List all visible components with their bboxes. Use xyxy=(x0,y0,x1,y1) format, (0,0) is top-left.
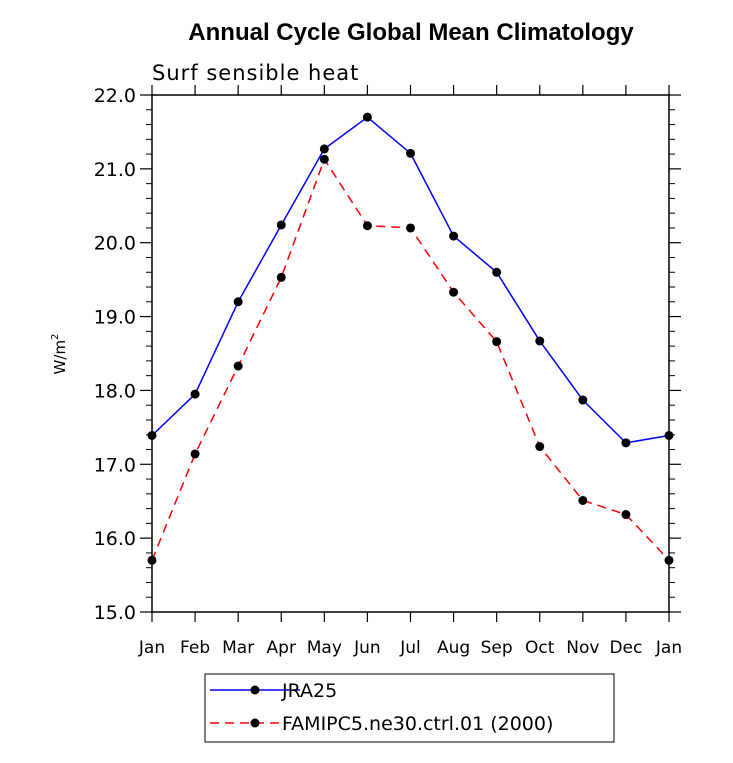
plot-frame xyxy=(151,94,670,613)
svg-text:W/m2: W/m2 xyxy=(50,334,69,375)
x-tick-label: Apr xyxy=(267,638,296,658)
x-tick-label: Nov xyxy=(566,638,599,658)
x-tick-label: Aug xyxy=(437,638,470,658)
y-axis-label-text: W/m xyxy=(51,340,69,375)
x-tick-label: Oct xyxy=(525,638,555,658)
chart-title: Annual Cycle Global Mean Climatology xyxy=(188,19,634,46)
data-point-famipc5 xyxy=(233,361,243,371)
x-tick-label: Mar xyxy=(222,638,254,658)
data-point-famipc5 xyxy=(449,287,459,297)
legend-marker-jra25 xyxy=(250,685,260,695)
y-tick-label: 17.0 xyxy=(94,454,136,476)
axis-ticks xyxy=(140,85,681,622)
data-point-jra25 xyxy=(319,144,329,154)
legend-label-jra25: JRA25 xyxy=(281,680,337,702)
y-axis-label: W/m2 xyxy=(50,334,69,375)
legend-label-famipc5: FAMIPC5.ne30.ctrl.01 (2000) xyxy=(282,713,553,735)
data-point-jra25 xyxy=(621,438,631,448)
data-point-famipc5 xyxy=(319,154,329,164)
y-axis-label-superscript: 2 xyxy=(50,334,61,340)
legend: JRA25 FAMIPC5.ne30.ctrl.01 (2000) xyxy=(204,673,615,743)
x-tick-labels: Jan Feb Mar Apr May Jun Jul Aug Sep Oct Nov Dec Jan xyxy=(138,638,682,658)
y-tick-label: 19.0 xyxy=(94,307,136,329)
data-point-famipc5 xyxy=(492,337,502,347)
data-point-jra25 xyxy=(190,389,200,399)
series-line-famipc5 xyxy=(151,157,670,561)
y-tick-label: 15.0 xyxy=(94,602,136,624)
x-tick-label: Sep xyxy=(481,638,513,658)
y-tick-label: 22.0 xyxy=(94,85,136,107)
y-tick-label: 16.0 xyxy=(94,528,136,550)
data-point-famipc5 xyxy=(276,272,286,282)
x-tick-label: Jul xyxy=(399,638,421,658)
legend-box xyxy=(204,673,615,743)
x-tick-label: Jan xyxy=(655,638,682,658)
data-point-jra25 xyxy=(362,112,372,122)
y-tick-label: 21.0 xyxy=(94,159,136,181)
data-point-jra25 xyxy=(535,336,545,346)
chart-subtitle: Surf sensible heat xyxy=(152,61,359,85)
x-tick-label: May xyxy=(307,638,342,658)
x-tick-label: Jan xyxy=(138,638,165,658)
y-tick-labels: 15.0 16.0 17.0 18.0 19.0 20.0 21.0 22.0 xyxy=(94,85,136,624)
y-tick-label: 20.0 xyxy=(94,233,136,255)
legend-marker-famipc5 xyxy=(250,718,260,728)
data-point-jra25 xyxy=(406,148,415,158)
data-point-jra25 xyxy=(276,220,286,230)
x-tick-label: Feb xyxy=(180,638,210,658)
data-point-famipc5 xyxy=(362,221,372,231)
x-tick-label: Jun xyxy=(353,638,381,658)
data-point-famipc5 xyxy=(535,442,545,452)
data-point-famipc5 xyxy=(621,510,631,520)
data-point-famipc5 xyxy=(190,449,200,459)
data-point-famipc5 xyxy=(406,223,415,233)
data-point-jra25 xyxy=(578,395,588,405)
x-tick-label: Dec xyxy=(609,638,642,658)
data-point-jra25 xyxy=(492,267,502,277)
series-line-jra25 xyxy=(151,116,670,444)
y-tick-label: 18.0 xyxy=(94,380,136,402)
data-point-famipc5 xyxy=(578,495,588,505)
series-layer xyxy=(147,112,674,565)
data-point-jra25 xyxy=(233,297,243,307)
data-point-jra25 xyxy=(449,231,459,241)
